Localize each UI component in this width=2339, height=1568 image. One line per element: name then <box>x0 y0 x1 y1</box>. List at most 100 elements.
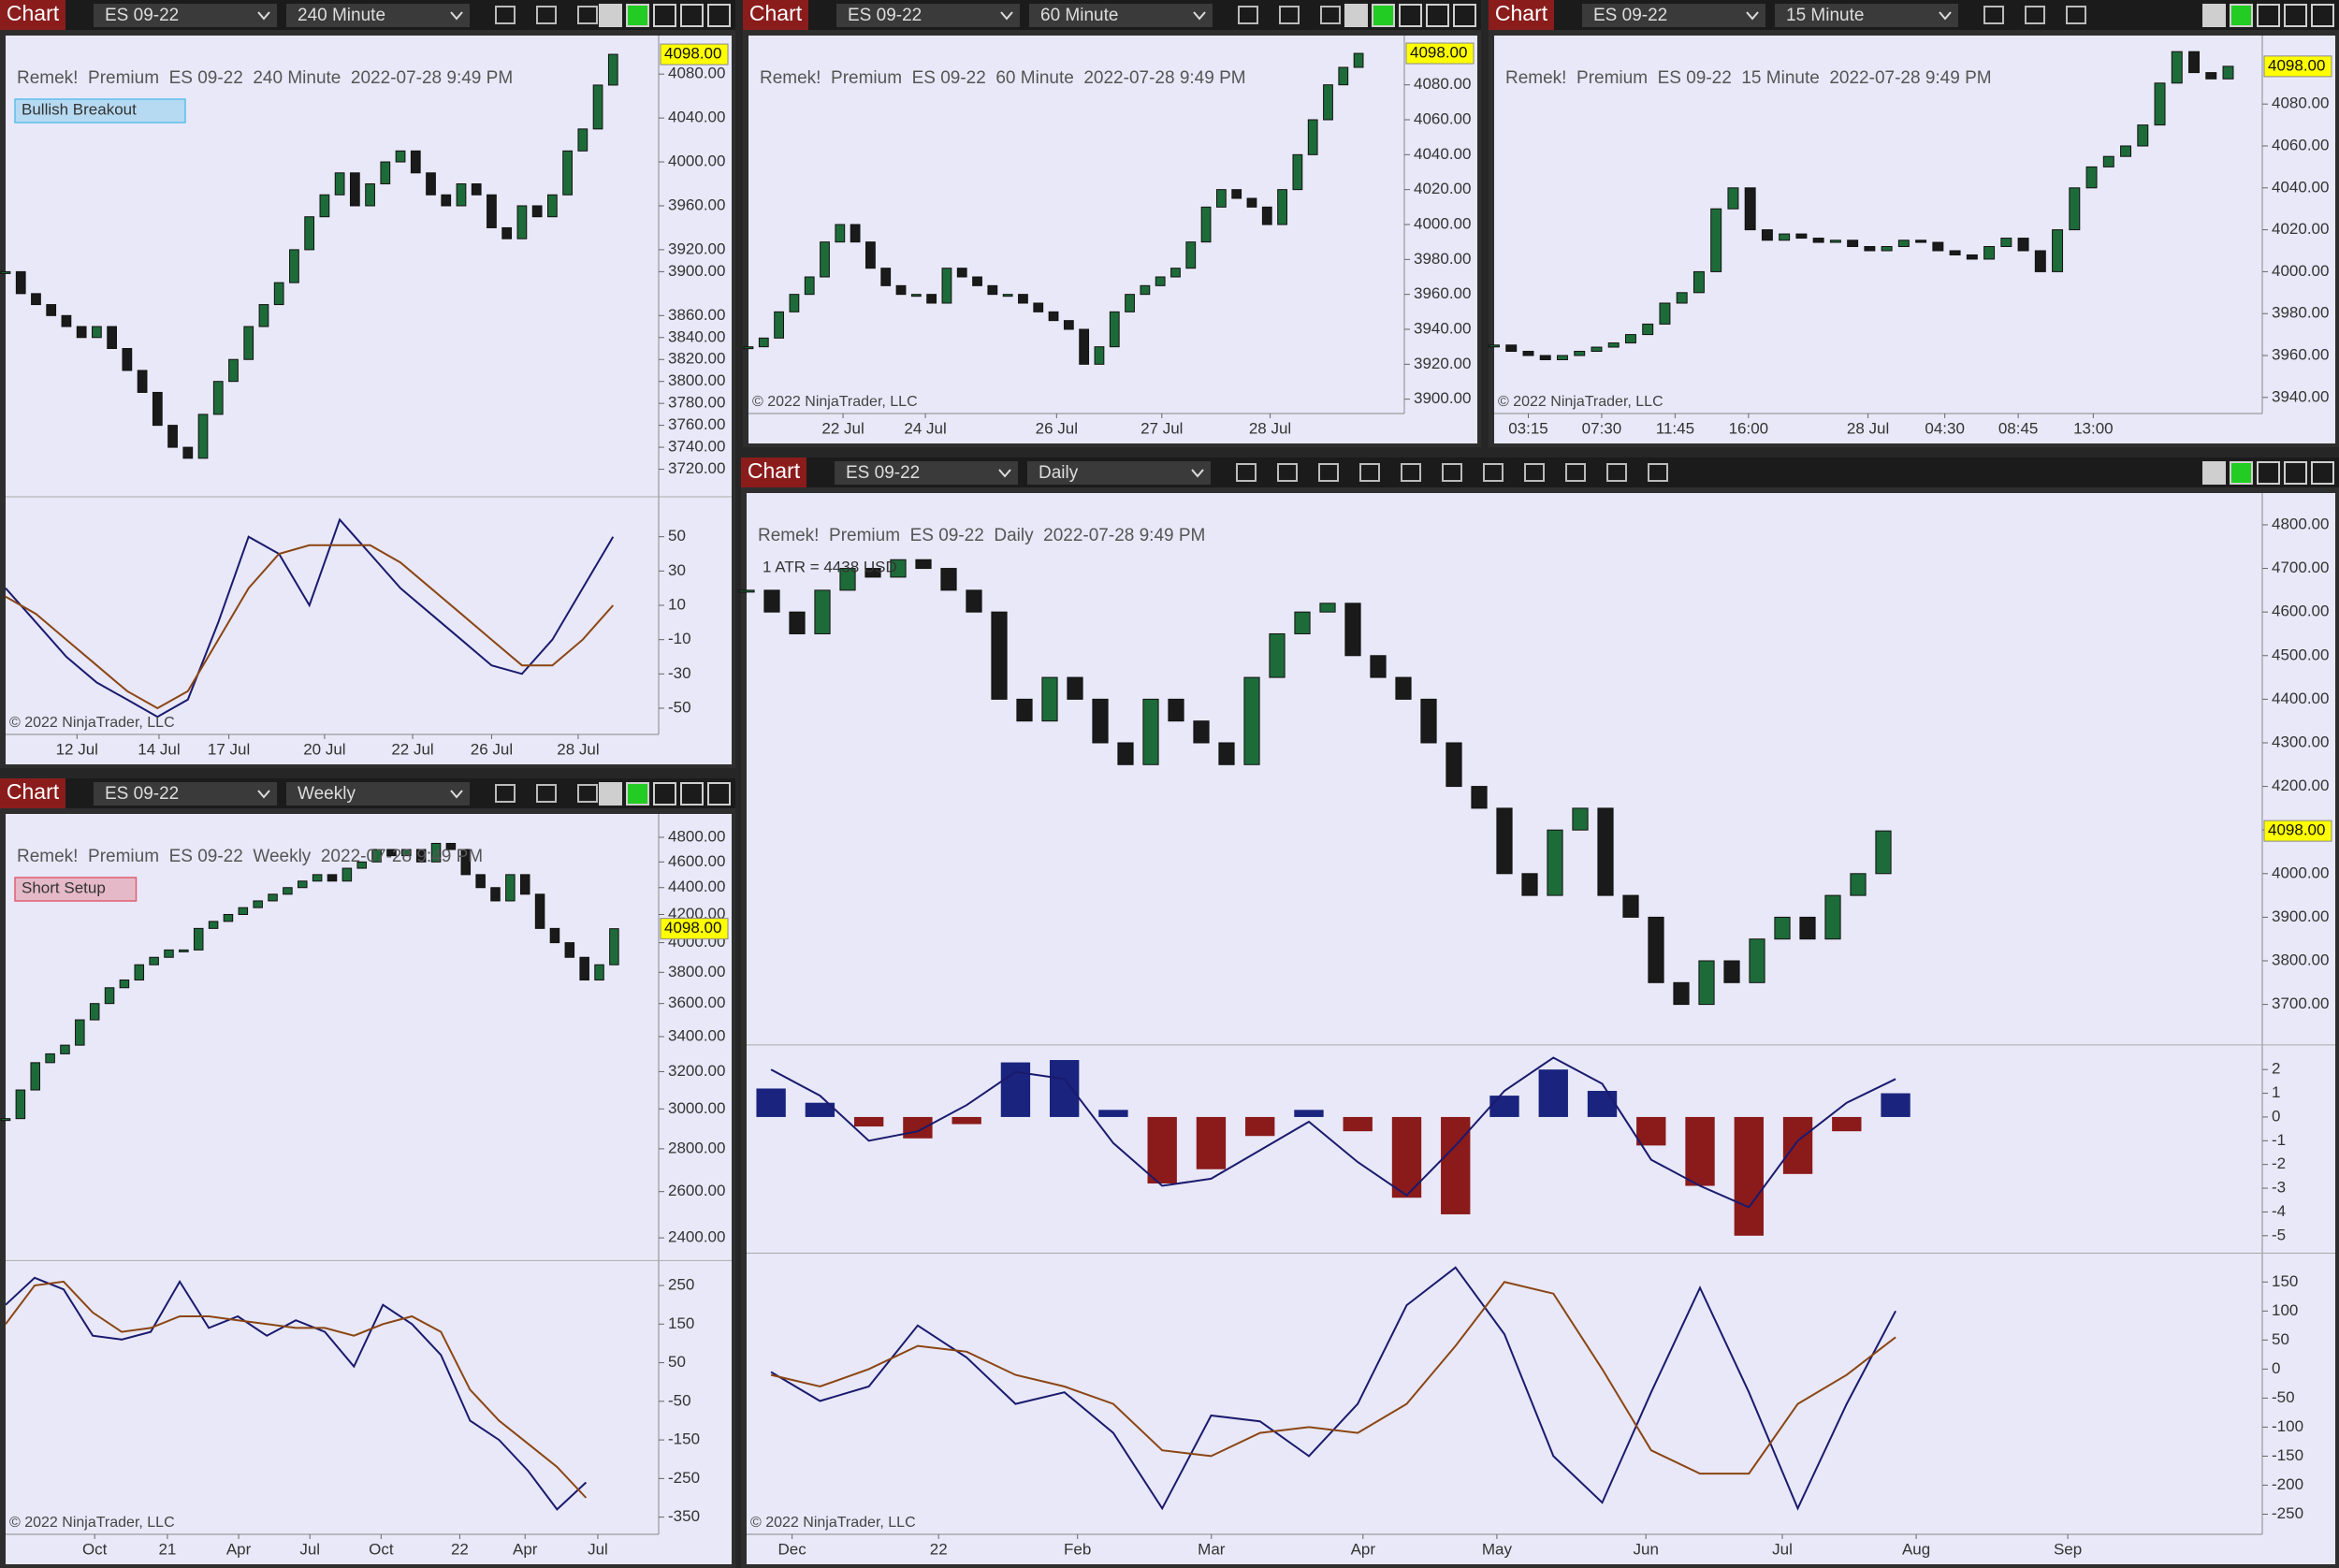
toolbar-icon[interactable] <box>1359 463 1380 482</box>
toolbar-icon[interactable] <box>1277 463 1298 482</box>
candle <box>880 268 892 286</box>
toolbar-icon[interactable] <box>1483 463 1504 482</box>
window-control[interactable] <box>2202 461 2226 485</box>
y-tick-label: 3780.00 <box>668 394 725 412</box>
window-control[interactable] <box>2311 4 2334 27</box>
histogram-bar <box>1881 1093 1910 1117</box>
toolbar-icon[interactable] <box>1318 463 1339 482</box>
candle <box>940 568 957 591</box>
period-dropdown[interactable] <box>286 4 470 27</box>
toolbar-icon[interactable] <box>1279 6 1300 24</box>
instrument-dropdown[interactable] <box>94 782 277 806</box>
chart-title: Remek! Premium ES 09-22 Weekly 2022-07-2… <box>17 847 483 866</box>
window-control[interactable] <box>1399 4 1422 27</box>
toolbar-icon[interactable] <box>1401 463 1421 482</box>
window-control[interactable] <box>707 782 731 806</box>
window-control[interactable] <box>626 782 649 806</box>
toolbar-icon[interactable] <box>1565 463 1586 482</box>
candle <box>395 150 406 163</box>
toolbar-icon[interactable] <box>2066 6 2086 24</box>
toolbar-icon[interactable] <box>2025 6 2045 24</box>
candle <box>1353 52 1364 68</box>
window-control[interactable] <box>2311 461 2334 485</box>
y-tick-label: 3920.00 <box>1414 355 1471 372</box>
instrument-dropdown[interactable] <box>1582 4 1765 27</box>
chart-title: Remek! Premium ES 09-22 Daily 2022-07-28… <box>758 526 1205 545</box>
x-tick-label: Mar <box>1198 1540 1226 1558</box>
copyright: © 2022 NinjaTrader, LLC <box>750 1515 916 1531</box>
candle <box>1092 698 1109 744</box>
candle <box>104 987 115 1005</box>
instrument-dropdown[interactable] <box>836 4 1020 27</box>
toolbar-icon[interactable] <box>577 6 598 24</box>
window-control[interactable] <box>2284 461 2307 485</box>
candle <box>152 391 163 427</box>
candle <box>441 194 452 207</box>
toolbar-icon[interactable] <box>1238 6 1258 24</box>
window-control[interactable] <box>1453 4 1476 27</box>
period-dropdown[interactable] <box>1029 4 1213 27</box>
histogram-bar <box>903 1116 933 1139</box>
period-dropdown[interactable] <box>1027 461 1211 485</box>
chart-tab[interactable] <box>0 0 65 30</box>
window-control[interactable] <box>599 782 622 806</box>
instrument-dropdown-label: ES 09-22 <box>105 784 179 804</box>
histogram-bar <box>805 1102 835 1117</box>
window-control[interactable] <box>1344 4 1368 27</box>
x-tick-label: 12 Jul <box>56 740 98 758</box>
window-control[interactable] <box>653 782 676 806</box>
candle <box>1522 351 1534 356</box>
candle <box>0 270 11 274</box>
chart-tab[interactable] <box>743 0 808 30</box>
window-control[interactable] <box>2230 461 2253 485</box>
window-control[interactable] <box>1426 4 1449 27</box>
chart-tab[interactable] <box>741 457 806 487</box>
chart-tab[interactable] <box>0 778 65 808</box>
toolbar-icon[interactable] <box>1442 463 1462 482</box>
last-price-label: 4098.00 <box>2268 56 2325 74</box>
x-tick-label: Jun <box>1633 1540 1658 1558</box>
toolbar-icon[interactable] <box>1524 463 1545 482</box>
x-tick-label: Apr <box>1351 1540 1376 1558</box>
chart-tab[interactable] <box>1489 0 1554 30</box>
window-control[interactable] <box>680 4 704 27</box>
toolbar-icon[interactable] <box>1606 463 1627 482</box>
candle <box>758 337 769 348</box>
instrument-dropdown-label: ES 09-22 <box>846 463 920 483</box>
window-control[interactable] <box>680 782 704 806</box>
window-control[interactable] <box>626 4 649 27</box>
instrument-dropdown[interactable] <box>94 4 277 27</box>
toolbar-icon[interactable] <box>1236 463 1257 482</box>
toolbar-icon[interactable] <box>1648 463 1668 482</box>
window-control[interactable] <box>2284 4 2307 27</box>
window-control[interactable] <box>599 4 622 27</box>
window-control[interactable] <box>2257 4 2280 27</box>
window-control[interactable] <box>2202 4 2226 27</box>
toolbar-icon[interactable] <box>536 6 557 24</box>
instrument-dropdown[interactable] <box>835 461 1018 485</box>
candle <box>15 1089 26 1120</box>
y-tick-label: 100 <box>2272 1301 2298 1319</box>
window-control[interactable] <box>2257 461 2280 485</box>
candle <box>1471 786 1488 809</box>
x-tick-label: 04:30 <box>1925 419 1965 437</box>
toolbar-icon[interactable] <box>495 6 516 24</box>
window-control[interactable] <box>1372 4 1395 27</box>
period-dropdown[interactable] <box>286 782 470 806</box>
candle <box>1109 311 1120 348</box>
candle <box>966 589 982 613</box>
toolbar-icon[interactable] <box>1983 6 2004 24</box>
candle <box>149 956 159 965</box>
period-dropdown[interactable] <box>1775 4 1958 27</box>
toolbar-icon[interactable] <box>495 784 516 803</box>
toolbar-icon[interactable] <box>1320 6 1341 24</box>
window-control[interactable] <box>707 4 731 27</box>
window-control[interactable] <box>653 4 676 27</box>
candle <box>475 874 486 889</box>
candle <box>1170 268 1181 278</box>
toolbar-icon[interactable] <box>536 784 557 803</box>
window-control[interactable] <box>2230 4 2253 27</box>
candle <box>2222 65 2234 80</box>
y-tick-label: -50 <box>668 1391 691 1409</box>
toolbar-icon[interactable] <box>577 784 598 803</box>
